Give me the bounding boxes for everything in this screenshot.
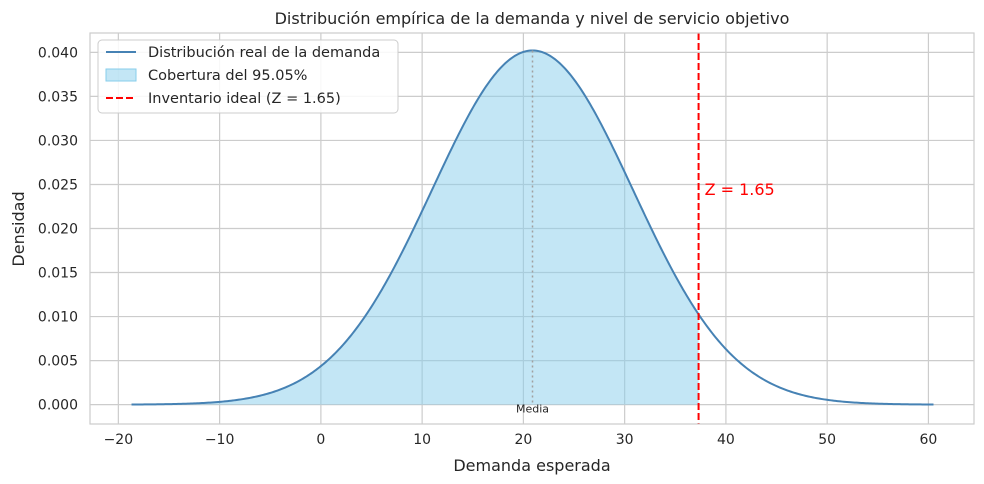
y-tick-label: 0.040 <box>38 45 78 61</box>
legend-label: Cobertura del 95.05% <box>148 68 307 84</box>
legend-label: Inventario ideal (Z = 1.65) <box>148 91 341 107</box>
y-tick-label: 0.035 <box>38 89 78 105</box>
y-tick-label: 0.020 <box>38 222 78 238</box>
x-axis-title: Demanda esperada <box>453 456 610 475</box>
y-tick-label: 0.000 <box>38 398 78 414</box>
x-tick-label: 0 <box>316 432 325 448</box>
x-tick-label: −20 <box>104 432 134 448</box>
mean-label: Media <box>516 403 549 416</box>
annotations: Z = 1.65 Media <box>516 180 775 416</box>
tick-labels: −20 −10 0 10 20 30 40 50 60 0.000 0.005 0.010 0.015 0… <box>38 45 937 448</box>
y-tick-label: 0.015 <box>38 266 78 282</box>
legend-box <box>97 39 399 114</box>
y-tick-label: 0.030 <box>38 133 78 149</box>
chart-title: Distribución empírica de la demanda y ni… <box>275 9 790 28</box>
x-tick-label: 10 <box>413 432 431 448</box>
legend-label: Distribución real de la demanda <box>148 45 380 61</box>
x-tick-label: 50 <box>818 432 836 448</box>
z-annotation: Z = 1.65 <box>705 180 775 199</box>
curve-layer <box>131 33 934 424</box>
y-tick-label: 0.005 <box>38 354 78 370</box>
plot-frame <box>89 32 975 425</box>
legend: Distribución real de la demanda Cobertura… <box>97 39 399 114</box>
y-axis-title: Densidad <box>9 191 28 266</box>
legend-swatch-fill <box>105 68 137 82</box>
y-tick-label: 0.025 <box>38 177 78 193</box>
x-tick-label: 60 <box>920 432 938 448</box>
plot-border <box>89 32 975 425</box>
demand-distribution-curve <box>131 49 934 406</box>
x-tick-label: 20 <box>514 432 532 448</box>
x-tick-label: −10 <box>205 432 235 448</box>
x-tick-label: 40 <box>717 432 735 448</box>
x-tick-label: 30 <box>616 432 634 448</box>
y-tick-label: 0.010 <box>38 310 78 326</box>
